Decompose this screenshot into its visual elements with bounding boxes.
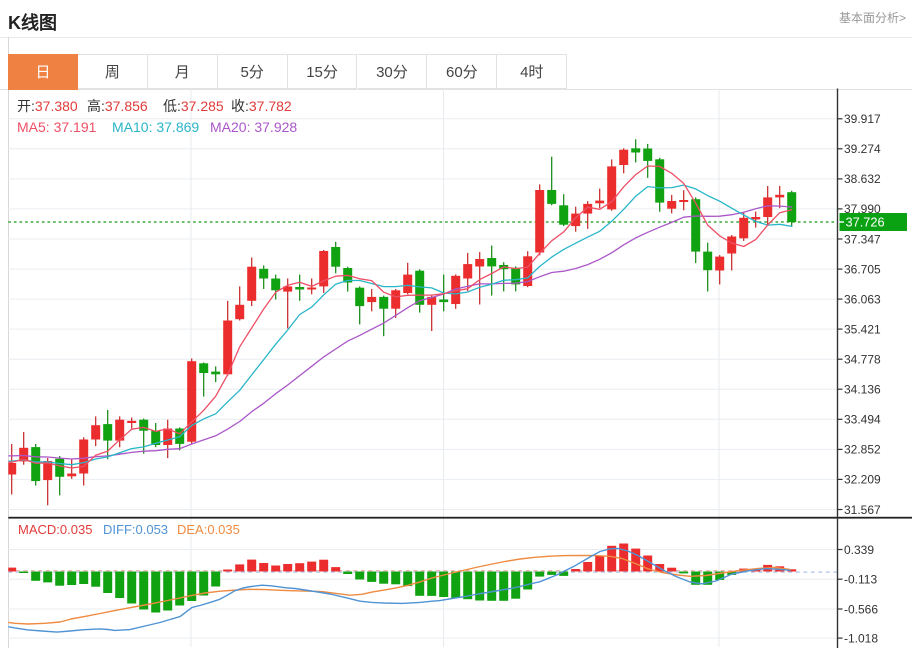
svg-text:34.136: 34.136: [844, 383, 881, 397]
svg-text:32.852: 32.852: [844, 443, 881, 457]
svg-text:-1.018: -1.018: [844, 631, 878, 645]
svg-text:33.494: 33.494: [844, 413, 881, 427]
svg-text:34.778: 34.778: [844, 353, 881, 367]
svg-text:38.632: 38.632: [844, 172, 881, 186]
svg-text:36.705: 36.705: [844, 262, 881, 276]
svg-text:-0.566: -0.566: [844, 602, 878, 616]
svg-text:-0.113: -0.113: [844, 573, 877, 587]
svg-text:37.726: 37.726: [846, 215, 885, 230]
svg-text:39.274: 39.274: [844, 142, 881, 156]
svg-text:35.421: 35.421: [844, 322, 881, 336]
svg-text:36.063: 36.063: [844, 292, 881, 306]
svg-text:37.347: 37.347: [844, 232, 881, 246]
svg-text:31.567: 31.567: [844, 503, 881, 517]
svg-text:37.990: 37.990: [844, 202, 881, 216]
svg-text:0.339: 0.339: [844, 543, 874, 557]
svg-text:32.209: 32.209: [844, 473, 881, 487]
svg-text:39.917: 39.917: [844, 112, 881, 126]
